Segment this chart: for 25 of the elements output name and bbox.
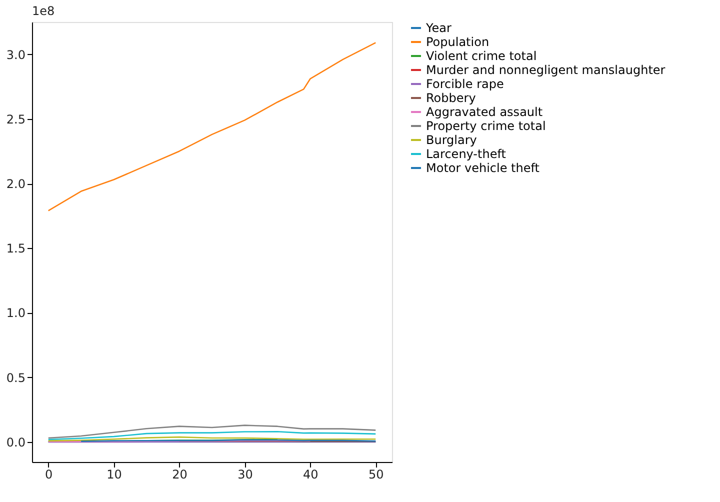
legend-label: Larceny-theft: [426, 147, 506, 161]
x-tick-label: 20: [172, 468, 188, 482]
legend-label: Forcible rape: [426, 77, 504, 91]
legend-label: Burglary: [426, 133, 477, 147]
legend-label: Year: [425, 21, 452, 35]
y-tick-label: 2.5: [6, 112, 26, 126]
x-tick-label: 10: [106, 468, 122, 482]
x-tick-label: 50: [368, 468, 384, 482]
legend-label: Robbery: [426, 91, 476, 105]
legend-label: Aggravated assault: [426, 105, 543, 119]
legend-label: Motor vehicle theft: [426, 161, 540, 175]
y-tick-label: 2.0: [6, 177, 26, 192]
legend-label: Property crime total: [426, 119, 546, 133]
y-tick-label: 1.0: [6, 306, 26, 320]
y-tick-label: 0.0: [6, 435, 26, 450]
y-tick-label: 1.5: [6, 242, 26, 256]
x-tick-label: 40: [303, 468, 318, 482]
text: 1e8: [32, 4, 55, 18]
y-tick-label: 3.0: [6, 48, 26, 62]
x-tick-label: 0: [45, 468, 53, 482]
legend-label: Violent crime total: [426, 49, 537, 63]
x-tick-label: 30: [238, 468, 253, 482]
legend-label: Murder and nonnegligent manslaughter: [426, 63, 666, 77]
y-tick-label: 0.5: [6, 370, 26, 385]
legend-label: Population: [426, 35, 490, 49]
